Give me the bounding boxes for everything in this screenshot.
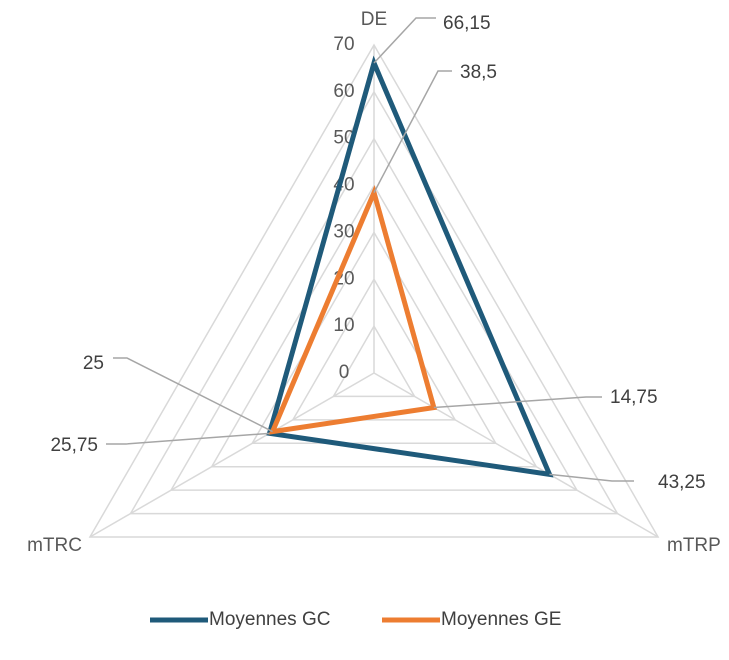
label-leader-lines (106, 17, 634, 482)
tick-label-0: 0 (339, 362, 350, 383)
tick-label-30: 30 (333, 221, 354, 242)
data-label-ge-mtrp: 14,75 (610, 387, 658, 408)
tick-label-70: 70 (333, 34, 354, 55)
radar-grid (88, 43, 660, 538)
leader-line-ge-de (373, 70, 452, 193)
tick-label-60: 60 (333, 81, 354, 102)
data-label-gc-mtrp: 43,25 (658, 472, 706, 493)
grid-ring-40 (210, 184, 538, 468)
grid-ring-60 (129, 90, 619, 515)
legend-label-ge: Moyennes GE (441, 609, 561, 630)
leader-line-ge-mtrc (113, 357, 273, 433)
spoke-mtrp (373, 372, 659, 538)
tick-label-10: 10 (333, 315, 354, 336)
data-label-gc-mtrc: 25,75 (50, 435, 98, 456)
axis-label-mtrc: mTRC (27, 535, 82, 556)
legend-label-gc: Moyennes GC (209, 609, 330, 630)
leader-line-gc-mtrc (106, 432, 270, 445)
axis-label-mtrp: mTRP (667, 535, 721, 556)
grid-ring-50 (169, 137, 579, 491)
grid-ring-10 (332, 324, 416, 398)
spoke-mtrc (89, 372, 375, 538)
leader-line-gc-de (373, 17, 436, 64)
data-label-gc-de: 66,15 (443, 13, 491, 34)
axis-label-de: DE (361, 9, 387, 30)
series-line-ge (268, 185, 438, 435)
series-line-gc (266, 55, 554, 478)
leader-line-ge-mtrp (433, 396, 602, 409)
grid-ring-70 (88, 43, 660, 538)
data-label-ge-de: 38,5 (460, 62, 497, 83)
legend: Moyennes GC Moyennes GE (150, 609, 561, 630)
grid-ring-20 (291, 277, 457, 421)
series-lines (266, 55, 554, 478)
leader-line-gc-mtrp (549, 473, 634, 482)
radar-spokes (89, 45, 659, 538)
data-label-ge-mtrc: 25 (83, 353, 104, 374)
